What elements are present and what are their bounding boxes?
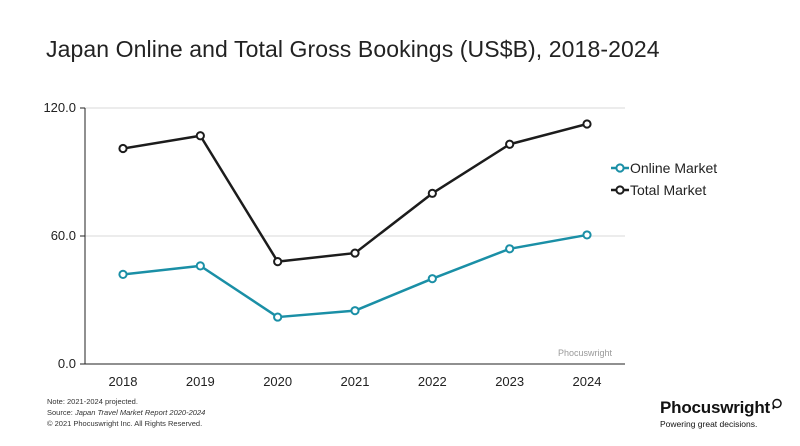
data-point <box>195 131 205 141</box>
chart-notes: Note: 2021-2024 projected. Source: Japan… <box>47 396 205 429</box>
y-tick-label: 60.0 <box>51 228 76 243</box>
data-point <box>273 257 283 267</box>
data-point <box>350 306 360 316</box>
x-tick-label: 2021 <box>341 374 370 389</box>
source-title: Japan Travel Market Report 2020-2024 <box>74 408 206 417</box>
data-point <box>505 244 515 254</box>
series-line <box>122 122 588 263</box>
data-point <box>582 119 592 129</box>
data-point <box>195 261 205 271</box>
data-point <box>582 230 592 240</box>
chart-title: Japan Online and Total Gross Bookings (U… <box>46 36 660 62</box>
legend-swatch-marker <box>615 163 625 173</box>
copyright-text: © 2021 Phocuswright Inc. All Rights Rese… <box>47 419 203 428</box>
data-point <box>118 269 128 279</box>
data-point <box>427 188 437 198</box>
chart-watermark: Phocuswright <box>558 348 613 358</box>
brand-tagline: Powering great decisions. <box>660 419 758 429</box>
data-point <box>505 139 515 149</box>
legend-swatch-marker <box>615 185 625 195</box>
legend-label: Total Market <box>630 182 706 198</box>
x-tick-label: 2019 <box>186 374 215 389</box>
y-tick-label: 0.0 <box>58 356 76 371</box>
source-prefix: Source: <box>47 408 75 417</box>
y-tick-label: 120.0 <box>43 100 76 115</box>
legend-label: Online Market <box>630 160 717 176</box>
source-line: Source: Japan Travel Market Report 2020-… <box>47 407 205 418</box>
data-point <box>118 143 128 154</box>
data-point <box>273 312 283 322</box>
x-tick-label: 2020 <box>263 374 292 389</box>
speech-bubble-icon <box>772 398 782 410</box>
data-point <box>427 274 437 284</box>
x-tick-label: 2018 <box>109 374 138 389</box>
brand-name: Phocuswright <box>660 398 783 418</box>
x-tick-label: 2024 <box>573 374 602 389</box>
x-tick-label: 2023 <box>495 374 524 389</box>
x-tick-label: 2022 <box>418 374 447 389</box>
data-point <box>350 248 360 258</box>
brand-logo: Phocuswright Powering great decisions. <box>660 398 783 429</box>
series-line <box>122 233 588 319</box>
note-text: Note: 2021-2024 projected. <box>47 397 138 406</box>
